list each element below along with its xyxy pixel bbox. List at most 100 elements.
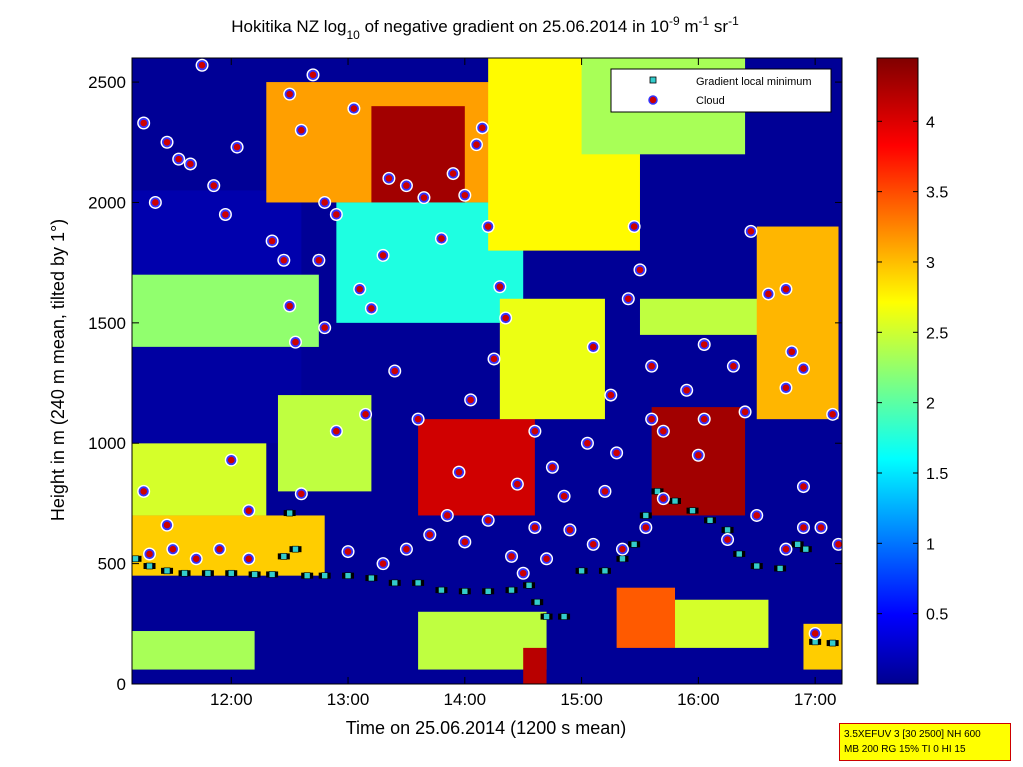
x-tick-label: 15:00 <box>560 690 603 709</box>
gradient-minimum-point <box>292 545 299 553</box>
cloud-point <box>383 173 395 184</box>
cloud-point <box>401 180 412 191</box>
heatmap-region <box>277 395 372 492</box>
cloud-point <box>699 339 710 350</box>
cloud-point <box>231 141 243 153</box>
x-tick-label: 17:00 <box>794 690 837 709</box>
cloud-point <box>161 519 173 531</box>
cloud-point <box>629 221 640 232</box>
legend-label-cloud: Cloud <box>696 95 725 107</box>
cloud-point <box>161 137 173 148</box>
cloud-point <box>418 192 430 203</box>
y-axis-ticks: 0 500 1000 1500 2000 2500 <box>88 73 842 694</box>
gradient-minimum-point <box>724 526 731 534</box>
x-tick-label: 14:00 <box>444 690 487 709</box>
cloud-point <box>389 365 400 377</box>
cloud-point <box>640 522 651 533</box>
cloud-point <box>377 250 389 261</box>
colorbar-tick-label: 2.5 <box>926 325 948 342</box>
cloud-series <box>137 58 842 640</box>
gradient-minimum-point <box>735 550 743 558</box>
y-tick-label: 1000 <box>88 434 126 453</box>
cloud-point <box>833 539 842 550</box>
cloud-point <box>267 235 278 247</box>
cloud-point <box>220 209 231 220</box>
cloud-point <box>646 361 657 372</box>
cloud-point <box>827 409 838 420</box>
cloud-point <box>331 426 342 437</box>
cloud-point <box>471 139 482 150</box>
cloud-point <box>506 551 517 562</box>
gradient-minimum-series <box>132 488 839 647</box>
cloud-point <box>500 312 511 324</box>
cloud-point <box>745 226 757 237</box>
cloud-point <box>582 438 593 449</box>
cloud-point <box>512 479 523 490</box>
colorbar-gradient <box>876 57 919 685</box>
gradient-minimum-point <box>163 567 171 575</box>
cloud-point <box>173 154 184 165</box>
gradient-minimum-point <box>286 509 293 517</box>
cloud-point <box>138 486 149 497</box>
gradient-minimum-point <box>619 555 626 563</box>
cloud-point <box>243 553 254 564</box>
cloud-point <box>459 190 470 201</box>
cloud-point <box>377 558 389 569</box>
gradient-minimum-point <box>181 569 188 577</box>
cloud-point <box>728 361 739 372</box>
gradient-minimum-point <box>146 562 153 570</box>
colorbar-tick-label: 1.5 <box>926 466 948 483</box>
gradient-minimum-point <box>391 579 399 587</box>
cloud-point <box>541 553 552 564</box>
cloud-point <box>366 303 377 314</box>
cloud-point <box>208 180 219 191</box>
gradient-minimum-point <box>227 569 235 577</box>
gradient-minimum-point <box>802 545 810 553</box>
cloud-point <box>296 125 307 136</box>
cloud-point <box>354 284 365 295</box>
cloud-point <box>815 522 827 533</box>
gradient-minimum-point <box>368 574 375 582</box>
gradient-minimum-point <box>303 572 311 579</box>
heatmap-region <box>756 226 839 420</box>
info-box: 3.5XEFUV 3 [30 2500] NH 600 MB 200 RG 15… <box>839 723 1011 761</box>
gradient-minimum-point <box>268 571 276 578</box>
cloud-point <box>623 293 634 304</box>
cloud-point <box>693 450 704 461</box>
colorbar-tick-label: 2 <box>926 396 935 413</box>
gradient-minimum-point <box>132 555 139 563</box>
gradient-minimum-point <box>630 541 638 548</box>
y-tick-label: 1500 <box>88 314 126 333</box>
cloud-point <box>144 548 155 560</box>
cloud-point <box>588 341 599 353</box>
cloud-point <box>617 544 628 555</box>
gradient-minimum-point <box>829 639 836 647</box>
x-axis-ticks: 12:00 13:00 14:00 15:00 16:00 17:00 <box>210 58 836 709</box>
cloud-point <box>780 544 792 555</box>
gradient-minimum-point <box>776 565 784 572</box>
cloud-point <box>413 414 424 425</box>
cloud-point <box>518 568 529 579</box>
cloud-point <box>196 60 208 71</box>
cloud-point <box>331 209 342 220</box>
heatmap-region <box>675 599 769 648</box>
x-tick-label: 13:00 <box>327 690 370 709</box>
legend-label-gradient-minimum: Gradient local minimum <box>696 76 812 88</box>
plot-area <box>132 58 842 684</box>
cloud-point <box>296 488 307 499</box>
colorbar-ticks: 0.5 1 1.5 2 2.5 3 3.5 4 <box>877 114 948 624</box>
cloud-point <box>436 233 447 244</box>
cloud-point <box>488 353 500 365</box>
gradient-minimum-point <box>533 598 541 606</box>
colorbar-tick-label: 3 <box>926 255 935 272</box>
cloud-point <box>483 221 494 232</box>
gradient-minimum-point <box>543 613 550 620</box>
cloud-point <box>751 510 762 521</box>
cloud-point <box>360 409 371 420</box>
cloud-point <box>348 103 359 114</box>
gradient-minimum-point <box>578 567 585 575</box>
cloud-point <box>699 414 710 425</box>
cloud-point <box>739 406 751 418</box>
legend-box <box>610 68 832 113</box>
colorbar-tick-label: 1 <box>926 536 935 553</box>
